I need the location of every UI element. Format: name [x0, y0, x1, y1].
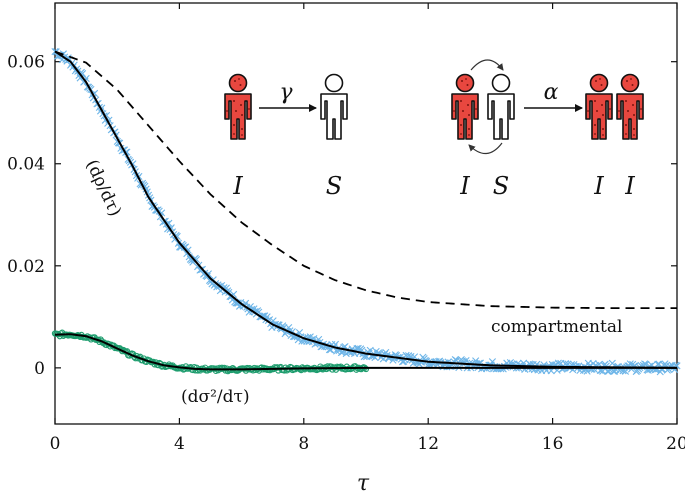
y-tick-label: 0 — [34, 359, 45, 379]
sigma-marker — [273, 364, 281, 371]
x-tick-label: 0 — [50, 434, 61, 454]
rho-marker — [184, 246, 192, 254]
infected-person-icon — [616, 73, 644, 140]
infection-diagram: α I S I I — [451, 59, 644, 200]
susceptible-person-icon — [487, 73, 515, 140]
x-tick-label: 12 — [417, 434, 439, 454]
rho-marker — [626, 360, 634, 368]
susceptible-person-icon — [320, 73, 348, 140]
infected-person-icon — [585, 73, 613, 140]
result-i-label: I — [593, 172, 604, 200]
recovery-s-label: S — [326, 172, 342, 200]
recovery-i-label: I — [232, 172, 243, 200]
y-tick-label: 0.04 — [7, 155, 45, 175]
rho-curve-label: (dρ/dτ) — [81, 157, 125, 220]
y-axis: 0 0.02 0.04 0.06 — [7, 53, 677, 379]
rho-marker — [621, 367, 630, 375]
rho-marker — [325, 346, 334, 354]
sigma-marker — [362, 365, 370, 373]
infection-s-label: S — [493, 172, 509, 200]
rho-marker — [462, 356, 470, 365]
infected-person-icon — [224, 73, 252, 140]
infected-person-icon — [451, 73, 479, 140]
recovery-diagram: γ I S — [224, 73, 348, 200]
x-tick-label: 8 — [298, 434, 309, 454]
x-axis: 0 4 8 12 16 20 — [50, 3, 685, 454]
result-i-label: I — [624, 172, 635, 200]
gamma-label: γ — [279, 80, 293, 105]
rho-marker — [488, 358, 497, 366]
y-tick-label: 0.02 — [7, 257, 45, 277]
series-line-compartmental — [54, 50, 677, 310]
rho-marker — [583, 367, 591, 375]
rho-marker — [173, 232, 181, 241]
y-tick-label: 0.06 — [7, 53, 45, 73]
rho-marker — [608, 359, 616, 367]
x-axis-title: τ — [357, 471, 370, 495]
infection-i-label: I — [459, 172, 470, 200]
rho-marker — [204, 270, 212, 278]
plot-frame — [54, 2, 678, 425]
contact-arc-top — [470, 59, 504, 71]
alpha-label: α — [544, 80, 559, 105]
x-tick-label: 16 — [542, 434, 564, 454]
x-tick-label: 20 — [666, 434, 685, 454]
x-tick-label: 4 — [174, 434, 185, 454]
contact-arc-bottom — [468, 142, 503, 155]
rho-marker — [167, 224, 175, 232]
rho-marker — [192, 255, 201, 264]
rho-marker — [404, 352, 413, 360]
sigma-curve-label: (dσ²/dτ) — [181, 387, 250, 407]
series-line-sigma — [54, 333, 677, 371]
rho-marker — [366, 346, 374, 354]
compartmental-label: compartmental — [491, 317, 622, 337]
